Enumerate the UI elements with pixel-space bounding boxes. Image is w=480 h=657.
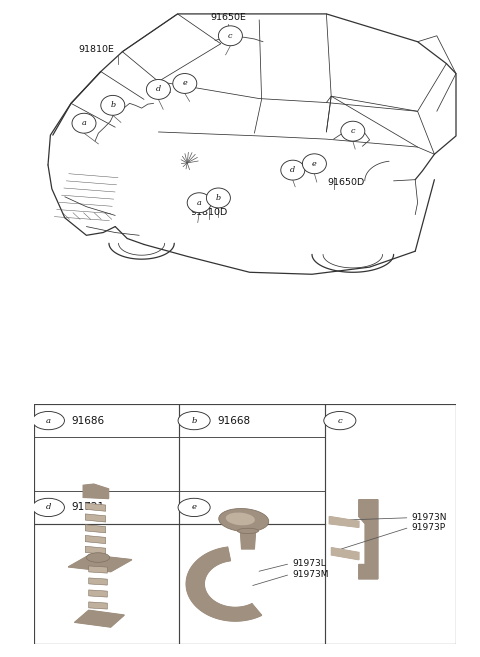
Circle shape	[206, 188, 230, 208]
Text: a: a	[197, 198, 202, 207]
Polygon shape	[186, 547, 262, 621]
Polygon shape	[359, 500, 378, 579]
Text: a: a	[46, 417, 51, 424]
Circle shape	[324, 411, 356, 430]
Text: d: d	[290, 166, 295, 174]
Text: c: c	[228, 32, 233, 40]
Text: e: e	[182, 79, 187, 87]
Text: c: c	[350, 127, 355, 135]
Circle shape	[281, 160, 305, 180]
Polygon shape	[85, 503, 106, 511]
Polygon shape	[85, 514, 106, 522]
Circle shape	[178, 411, 210, 430]
Ellipse shape	[226, 512, 255, 526]
Text: b: b	[216, 194, 221, 202]
Circle shape	[218, 26, 242, 46]
Text: e: e	[312, 160, 317, 168]
Polygon shape	[89, 566, 108, 573]
Text: 91973L: 91973L	[292, 559, 326, 568]
Text: 91686: 91686	[72, 416, 105, 426]
Circle shape	[341, 122, 365, 141]
Polygon shape	[85, 525, 106, 533]
Circle shape	[101, 95, 125, 115]
Polygon shape	[85, 546, 106, 555]
Polygon shape	[89, 578, 108, 585]
Text: d: d	[156, 85, 161, 93]
Polygon shape	[240, 530, 255, 549]
Circle shape	[32, 411, 64, 430]
Text: 91650D: 91650D	[327, 178, 364, 187]
Text: 91810E: 91810E	[78, 45, 114, 54]
Text: 91973P: 91973P	[412, 523, 446, 532]
Text: c: c	[337, 417, 342, 424]
Text: 91650E: 91650E	[210, 13, 246, 22]
Circle shape	[32, 498, 64, 516]
Circle shape	[178, 498, 210, 516]
Polygon shape	[329, 516, 359, 528]
Polygon shape	[89, 602, 108, 609]
Circle shape	[302, 154, 326, 173]
Ellipse shape	[219, 509, 269, 532]
Polygon shape	[83, 484, 108, 499]
Circle shape	[173, 74, 197, 93]
Text: a: a	[82, 119, 86, 127]
Text: d: d	[46, 503, 51, 511]
Text: 91721: 91721	[72, 503, 105, 512]
Polygon shape	[85, 535, 106, 543]
Polygon shape	[331, 548, 359, 560]
Polygon shape	[75, 610, 124, 627]
Circle shape	[146, 79, 170, 99]
Text: 91973N: 91973N	[412, 513, 447, 522]
Text: b: b	[192, 417, 197, 424]
Text: b: b	[110, 101, 115, 109]
Circle shape	[72, 113, 96, 133]
Ellipse shape	[86, 553, 109, 562]
Text: e: e	[192, 503, 197, 511]
Polygon shape	[69, 555, 132, 572]
Ellipse shape	[238, 528, 259, 533]
Text: 91668: 91668	[217, 416, 251, 426]
Polygon shape	[89, 590, 108, 597]
Text: 91810D: 91810D	[190, 208, 228, 217]
Circle shape	[187, 193, 211, 213]
Text: 91973M: 91973M	[292, 570, 329, 579]
